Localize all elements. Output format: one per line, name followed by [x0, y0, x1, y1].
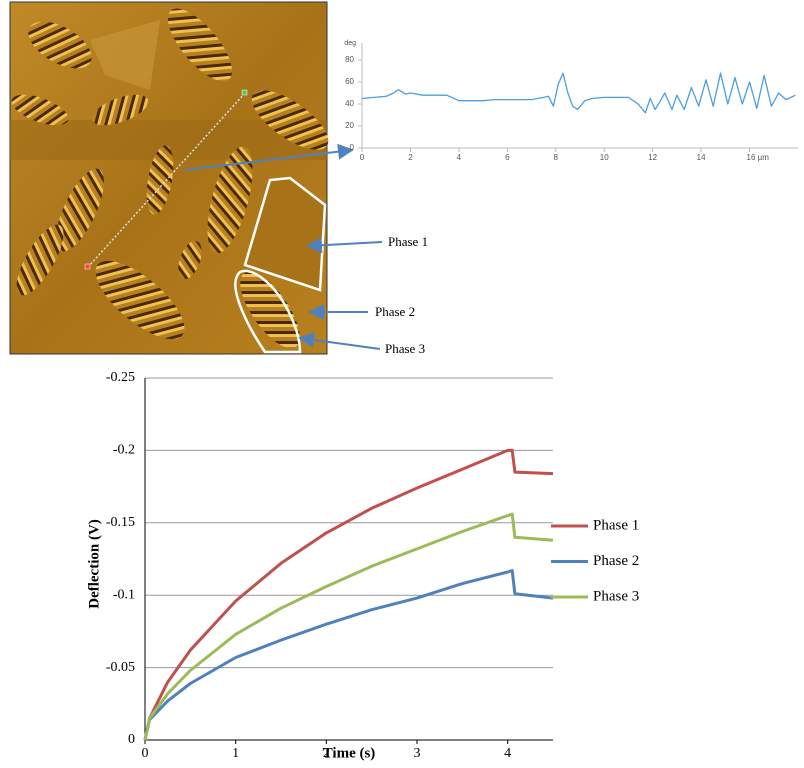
x-tick-label: 8 [554, 153, 559, 162]
x-tick-label: 2 [408, 153, 413, 162]
y-tick-label: 60 [345, 77, 354, 86]
y-axis-label: Deflection (V) [86, 519, 102, 609]
x-tick-label: 12 [648, 153, 657, 162]
x-tick-label: 10 [600, 153, 609, 162]
afm-image [9, 1, 329, 355]
y-axis-label: deg [344, 40, 356, 47]
x-tick-label: 16 µm [747, 153, 770, 162]
x-tick-label: 3 [414, 746, 421, 761]
data-line [143, 448, 554, 741]
x-tick-label: 6 [505, 153, 510, 162]
y-tick-label: -0.2 [113, 443, 135, 458]
legend-label: Phase 1 [593, 517, 639, 533]
legend-label: Phase 2 [593, 553, 639, 569]
x-tick-label: 0 [142, 746, 149, 761]
y-tick-label: 0 [350, 143, 355, 152]
y-tick-label: -0.25 [106, 370, 135, 385]
x-tick-label: 4 [504, 746, 511, 761]
y-tick-label: 40 [345, 99, 354, 108]
x-tick-label: 2 [323, 746, 330, 761]
arrows [184, 143, 383, 350]
data-line [143, 569, 554, 741]
x-axis-label: Time (s) [323, 745, 376, 761]
x-tick-label: 14 [697, 153, 706, 162]
phase-label: Phase 1 [388, 234, 428, 249]
y-tick-label: 20 [345, 121, 354, 130]
phase-label: Phase 2 [375, 304, 415, 319]
data-line [143, 512, 554, 741]
x-tick-label: 4 [457, 153, 462, 162]
y-tick-label: -0.1 [113, 587, 135, 602]
x-tick-label: 0 [360, 153, 365, 162]
x-tick-label: 1 [232, 746, 239, 761]
y-tick-label: -0.05 [106, 660, 135, 675]
y-tick-label: -0.15 [106, 515, 135, 530]
legend-label: Phase 3 [593, 588, 639, 604]
phase-label: Phase 3 [385, 341, 425, 356]
y-tick-label: 80 [345, 55, 354, 64]
data-line [361, 72, 796, 114]
y-tick-label: 0 [128, 732, 135, 747]
